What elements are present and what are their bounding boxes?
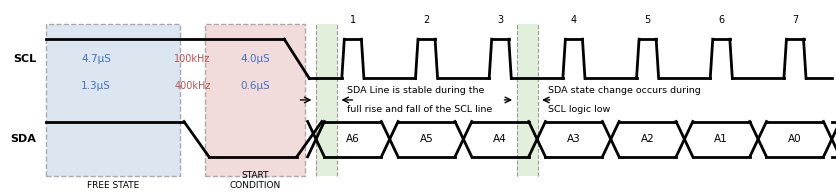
Text: SDA state change occurs during: SDA state change occurs during (548, 86, 701, 95)
Bar (205, 24, 305, 176)
Bar (316, 24, 337, 176)
Text: 4: 4 (571, 15, 577, 25)
Text: 0.6μS: 0.6μS (240, 81, 270, 91)
Text: SCL: SCL (13, 54, 36, 64)
Text: START
CONDITION: START CONDITION (229, 171, 281, 190)
Text: SCL logic low: SCL logic low (548, 105, 609, 114)
Bar (46, 24, 180, 176)
Text: 6: 6 (718, 15, 724, 25)
Text: 400kHz: 400kHz (174, 81, 211, 91)
Text: 4.0μS: 4.0μS (240, 54, 270, 64)
Text: 1.3μS: 1.3μS (81, 81, 111, 91)
Bar (517, 24, 538, 176)
Text: A6: A6 (346, 134, 359, 144)
Text: A3: A3 (567, 134, 581, 144)
Text: full rise and fall of the SCL line: full rise and fall of the SCL line (347, 105, 492, 114)
Text: 4.7μS: 4.7μS (81, 54, 111, 64)
Text: 7: 7 (792, 15, 798, 25)
Text: A5: A5 (420, 134, 433, 144)
Text: SDA Line is stable during the: SDA Line is stable during the (347, 86, 484, 95)
Text: A0: A0 (788, 134, 802, 144)
Text: 100kHz: 100kHz (174, 54, 211, 64)
Text: 5: 5 (645, 15, 650, 25)
Text: A2: A2 (640, 134, 655, 144)
Text: 2: 2 (423, 15, 430, 25)
Text: SDA: SDA (10, 134, 36, 144)
Text: FREE STATE: FREE STATE (87, 181, 139, 190)
Text: A1: A1 (715, 134, 728, 144)
Text: A4: A4 (493, 134, 507, 144)
Text: 1: 1 (349, 15, 356, 25)
Text: 3: 3 (497, 15, 503, 25)
